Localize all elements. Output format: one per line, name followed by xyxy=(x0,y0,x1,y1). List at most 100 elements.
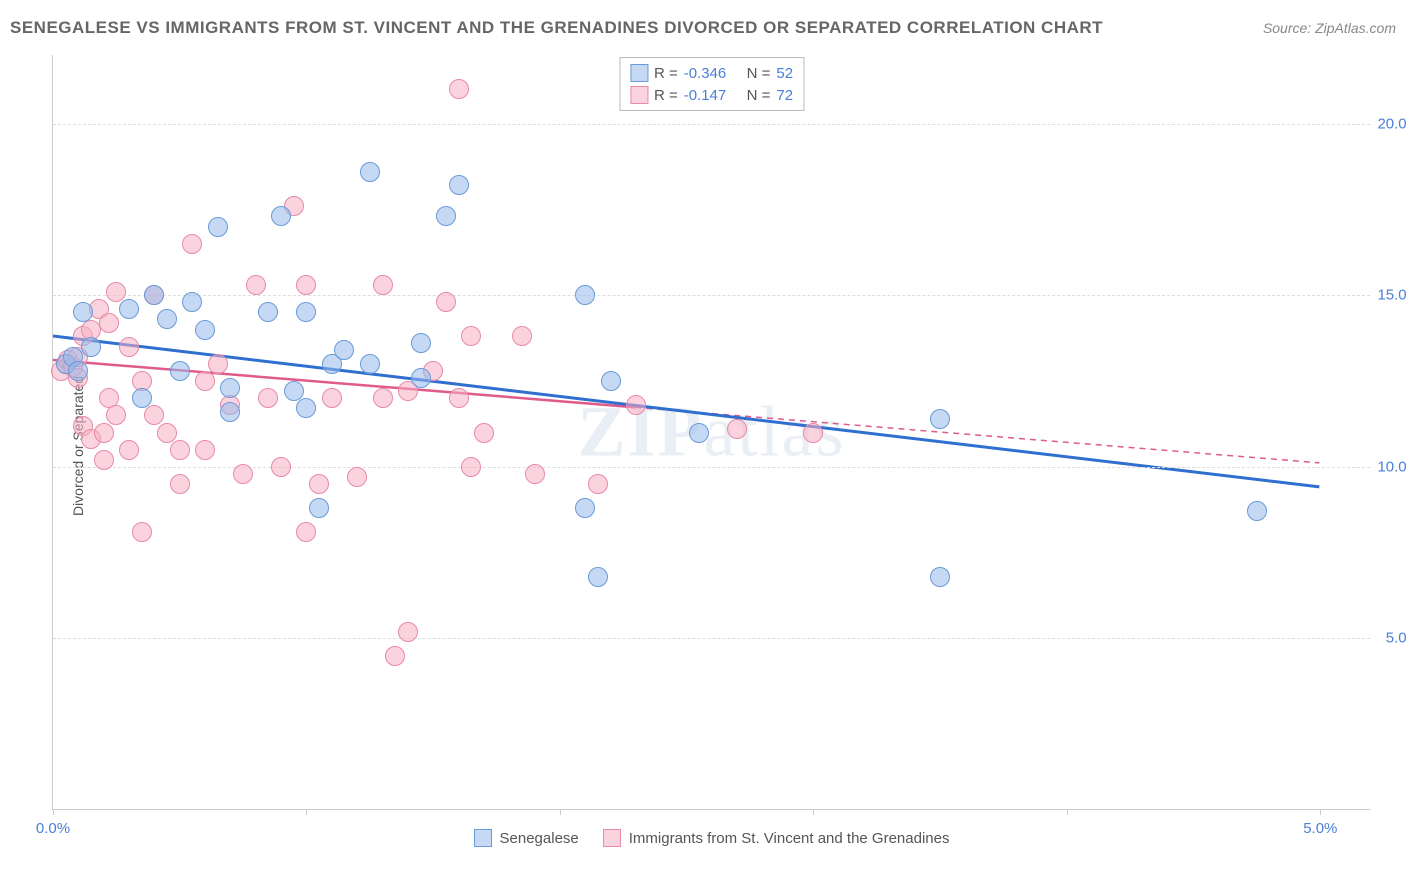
r-value-series-1: -0.346 xyxy=(684,65,727,82)
x-tick xyxy=(1067,809,1068,815)
scatter-point xyxy=(588,567,608,587)
legend-swatch-series-2 xyxy=(630,86,648,104)
scatter-point xyxy=(1247,501,1267,521)
x-tick xyxy=(560,809,561,815)
scatter-point xyxy=(208,217,228,237)
scatter-point xyxy=(208,354,228,374)
x-tick xyxy=(1320,809,1321,815)
scatter-point xyxy=(170,361,190,381)
scatter-point xyxy=(296,275,316,295)
scatter-point xyxy=(106,282,126,302)
y-tick-label: 15.0% xyxy=(1375,287,1406,304)
scatter-point xyxy=(461,457,481,477)
scatter-point xyxy=(246,275,266,295)
scatter-point xyxy=(334,340,354,360)
scatter-point xyxy=(170,474,190,494)
x-tick xyxy=(53,809,54,815)
scatter-point xyxy=(271,457,291,477)
scatter-point xyxy=(411,368,431,388)
scatter-point xyxy=(157,423,177,443)
scatter-point xyxy=(157,309,177,329)
n-label: N = xyxy=(747,65,771,82)
scatter-point xyxy=(474,423,494,443)
scatter-point xyxy=(182,292,202,312)
legend-swatch-series-1 xyxy=(630,64,648,82)
scatter-point xyxy=(461,326,481,346)
scatter-point xyxy=(296,302,316,322)
gridline xyxy=(53,295,1370,296)
gridline xyxy=(53,124,1370,125)
r-label: R = xyxy=(654,65,678,82)
scatter-point xyxy=(449,175,469,195)
scatter-point xyxy=(94,450,114,470)
scatter-point xyxy=(689,423,709,443)
scatter-point xyxy=(296,522,316,542)
x-tick-label-left: 0.0% xyxy=(36,820,70,837)
scatter-point xyxy=(449,79,469,99)
scatter-point xyxy=(284,381,304,401)
scatter-point xyxy=(182,234,202,254)
plot-area: ZIPatlas R = -0.346 N = 52 R = -0.147 N … xyxy=(52,55,1370,810)
scatter-point xyxy=(68,361,88,381)
scatter-point xyxy=(449,388,469,408)
scatter-point xyxy=(81,337,101,357)
legend-swatch-series-2-bottom xyxy=(603,829,621,847)
scatter-point xyxy=(588,474,608,494)
scatter-point xyxy=(132,388,152,408)
correlation-legend: R = -0.346 N = 52 R = -0.147 N = 72 xyxy=(619,57,804,111)
n-value-series-2: 72 xyxy=(776,87,793,104)
n-value-series-1: 52 xyxy=(776,65,793,82)
chart-title: SENEGALESE VS IMMIGRANTS FROM ST. VINCEN… xyxy=(10,18,1103,38)
scatter-point xyxy=(322,388,342,408)
legend-row-series-2: R = -0.147 N = 72 xyxy=(630,84,793,106)
scatter-point xyxy=(626,395,646,415)
series-legend: Senegalese Immigrants from St. Vincent a… xyxy=(474,829,950,847)
y-tick-label: 5.0% xyxy=(1375,630,1406,647)
scatter-point xyxy=(512,326,532,346)
scatter-point xyxy=(296,398,316,418)
scatter-point xyxy=(360,162,380,182)
scatter-point xyxy=(73,302,93,322)
x-tick-label-right: 5.0% xyxy=(1303,820,1337,837)
chart-container: SENEGALESE VS IMMIGRANTS FROM ST. VINCEN… xyxy=(0,0,1406,892)
source-attribution: Source: ZipAtlas.com xyxy=(1263,20,1396,36)
scatter-point xyxy=(119,299,139,319)
scatter-point xyxy=(575,285,595,305)
scatter-point xyxy=(195,371,215,391)
r-value-series-2: -0.147 xyxy=(684,87,727,104)
scatter-point xyxy=(347,467,367,487)
scatter-point xyxy=(220,378,240,398)
scatter-point xyxy=(94,423,114,443)
scatter-point xyxy=(411,333,431,353)
scatter-point xyxy=(258,388,278,408)
scatter-point xyxy=(309,474,329,494)
scatter-point xyxy=(398,622,418,642)
scatter-point xyxy=(271,206,291,226)
scatter-point xyxy=(144,285,164,305)
legend-swatch-series-1-bottom xyxy=(474,829,492,847)
y-tick-label: 10.0% xyxy=(1375,458,1406,475)
scatter-point xyxy=(144,405,164,425)
scatter-point xyxy=(119,337,139,357)
scatter-point xyxy=(170,440,190,460)
scatter-point xyxy=(106,405,126,425)
scatter-point xyxy=(195,320,215,340)
scatter-point xyxy=(575,498,595,518)
y-tick-label: 20.0% xyxy=(1375,115,1406,132)
scatter-point xyxy=(373,388,393,408)
scatter-point xyxy=(525,464,545,484)
gridline xyxy=(53,638,1370,639)
scatter-point xyxy=(385,646,405,666)
x-tick xyxy=(813,809,814,815)
scatter-point xyxy=(119,440,139,460)
scatter-point xyxy=(373,275,393,295)
scatter-point xyxy=(195,440,215,460)
n-label: N = xyxy=(747,87,771,104)
legend-row-series-1: R = -0.346 N = 52 xyxy=(630,62,793,84)
series-1-name: Senegalese xyxy=(500,830,579,847)
series-2-name: Immigrants from St. Vincent and the Gren… xyxy=(629,830,950,847)
scatter-point xyxy=(436,292,456,312)
scatter-point xyxy=(220,402,240,422)
scatter-point xyxy=(930,567,950,587)
title-bar: SENEGALESE VS IMMIGRANTS FROM ST. VINCEN… xyxy=(10,18,1396,38)
